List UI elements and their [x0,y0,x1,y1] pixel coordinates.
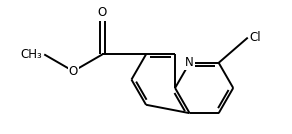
Text: Cl: Cl [250,31,261,44]
Text: O: O [69,65,78,78]
Text: CH₃: CH₃ [20,48,42,61]
Text: N: N [185,56,194,69]
Text: O: O [98,6,107,19]
